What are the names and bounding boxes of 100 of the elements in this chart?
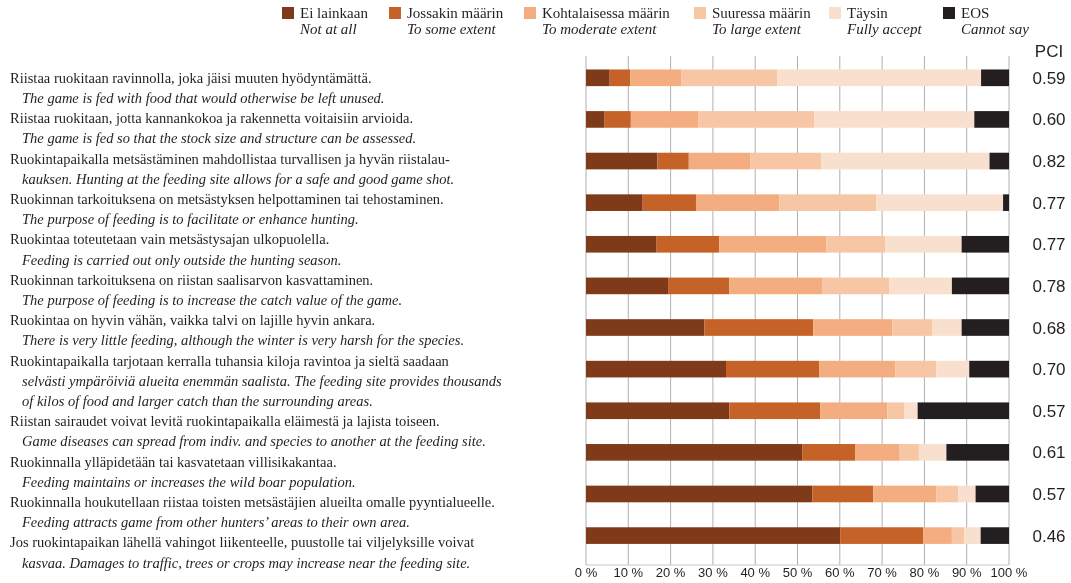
bar	[586, 444, 803, 461]
bar	[586, 194, 643, 211]
bar	[813, 319, 893, 336]
bar	[802, 444, 856, 461]
x-tick-label: 100 %	[990, 565, 1028, 580]
x-tick-label: 10 %	[613, 565, 644, 580]
bar	[586, 527, 841, 544]
text: 0.59	[1032, 68, 1066, 88]
text: 0.57	[1032, 484, 1066, 504]
bar	[586, 111, 605, 128]
bar	[936, 360, 970, 378]
bar	[923, 527, 952, 544]
y-tick-label: Ruokinnalla houkutellaan riistaa toisten metsästäjien alueilta omalle pyyntialueelle. Feeding attracts game from other hunters’ areas to their own area.	[10, 494, 495, 531]
bar	[975, 485, 1009, 503]
text: 0.77	[1032, 235, 1066, 255]
x-tick-label: 30 %	[698, 565, 729, 580]
bar	[819, 360, 896, 378]
legend-label: Suuressa määrin To large extent	[712, 5, 812, 37]
bar	[729, 402, 821, 420]
bar	[779, 194, 877, 211]
x-tick-label: 40 %	[740, 565, 771, 580]
bar	[642, 194, 696, 211]
bar	[609, 69, 631, 87]
legend-label: Kohtalaisessa määrin To moderate extent	[542, 5, 671, 37]
bar	[586, 235, 657, 253]
text: 0.70	[1032, 360, 1066, 380]
y-tick-label: Ruokintaa toteutetaan vain metsästysajan ulkopuolella. Feeding is carried out only outside the hunting season.	[10, 231, 342, 268]
bar	[932, 319, 962, 336]
bar	[586, 402, 730, 420]
bar	[586, 485, 813, 503]
x-tick-label: 80 %	[909, 565, 940, 580]
bar	[586, 152, 658, 170]
bar	[695, 194, 780, 211]
bar	[630, 111, 699, 128]
legend-label: Täysin Fully accept	[846, 5, 923, 37]
bar	[656, 235, 720, 253]
text: 0.57	[1032, 401, 1066, 421]
bar	[668, 277, 730, 295]
bar	[951, 527, 965, 544]
y-tick-label: Ruokinnan tarkoituksena on riistan saalisarvon kasvattaminen. The purpose of feeding is to increase the catch value of the game.	[10, 271, 403, 309]
bar	[812, 485, 874, 503]
bar	[904, 402, 918, 420]
bar	[586, 360, 727, 378]
bar	[958, 485, 976, 503]
bar	[887, 402, 905, 420]
bar	[974, 111, 1009, 128]
x-tick-label: 70 %	[867, 565, 898, 580]
legend-label: Jossakin määrin To some extent	[407, 5, 504, 37]
bar	[961, 235, 1009, 253]
bar	[777, 69, 982, 87]
bar	[917, 402, 1009, 420]
bar	[586, 69, 610, 87]
y-tick-label: Riistan sairaudet voivat levitä ruokintapaikalla eläimestä ja lajista toiseen. Game diseases can spread from indiv. and species to another at the feeding site.	[10, 413, 486, 450]
bar	[892, 319, 933, 336]
legend-label: Ei lainkaan Not at all	[299, 5, 369, 37]
text: PCI	[1034, 42, 1064, 61]
bar	[899, 444, 919, 461]
bar	[989, 152, 1009, 170]
bar	[873, 485, 937, 503]
y-tick-label: Riistaa ruokitaan, jotta kannankokoa ja rakennetta voitaisiin arvioida. The game is fed so that the stock size and structure can be assessed.	[10, 110, 417, 147]
x-tick-label: 20 %	[655, 565, 686, 580]
bar	[964, 527, 981, 544]
y-tick-label: Ruokinnan tarkoituksena on metsästyksen helpottaminen tai tehostaminen. The purpose of feeding is to facilitate or enhance hunting.	[10, 191, 444, 228]
bar	[704, 319, 814, 336]
bar	[981, 69, 1009, 87]
bar	[688, 152, 751, 170]
bar	[885, 235, 962, 253]
y-tick-label: Ruokinnalla ylläpidetään tai kasvatetaan villisikakantaa. Feeding maintains or increases the wild boar population.	[10, 453, 356, 490]
text: 0.82	[1032, 152, 1066, 172]
bar	[946, 444, 1009, 461]
bar	[586, 277, 669, 295]
bar	[918, 444, 947, 461]
bar	[657, 152, 689, 170]
bar	[840, 527, 924, 544]
y-tick-label: Ruokintapaikalla metsästäminen mahdollistaa turvallisen ja hyvän riistalau- kauksen. Hunting at the feeding site allows for a safe and good game shot.	[10, 150, 455, 187]
bar	[821, 152, 990, 170]
text: 0.77	[1032, 193, 1066, 213]
x-tick-label: 0 %	[574, 565, 598, 580]
y-tick-label: Ruokintaa on hyvin vähän, vaikka talvi on lajille hyvin ankara. There is very little feeding, although the winter is very harsh for the species.	[10, 312, 465, 349]
y-tick-label: Ruokintapaikalla tarjotaan kerralla tuhansia kiloja ravintoa ja sieltä saadaan selvästi ympäröiviä alueita enemmän saalista. The feeding site provides thousands of kilos of food and larger catch than the surrounding areas.	[10, 352, 502, 410]
bar	[895, 360, 937, 378]
y-tick-label: Riistaa ruokitaan ravinnolla, joka jäisi muuten hyödyntämättä. The game is fed with food that would otherwise be left unused.	[10, 69, 385, 107]
bar	[1003, 194, 1009, 211]
bar	[855, 444, 900, 461]
bar	[951, 277, 1009, 295]
bar	[889, 277, 952, 295]
bar	[814, 111, 975, 128]
bar	[729, 277, 823, 295]
bar	[630, 69, 682, 87]
bar	[936, 485, 959, 503]
bar	[980, 527, 1009, 544]
bar	[876, 194, 1004, 211]
bar	[726, 360, 820, 378]
bar	[698, 111, 815, 128]
text: 0.60	[1032, 110, 1066, 130]
bar	[969, 360, 1009, 378]
x-tick-label: 50 %	[782, 565, 813, 580]
bar	[681, 69, 778, 87]
bar	[820, 402, 888, 420]
x-tick-label: 60 %	[824, 565, 856, 580]
